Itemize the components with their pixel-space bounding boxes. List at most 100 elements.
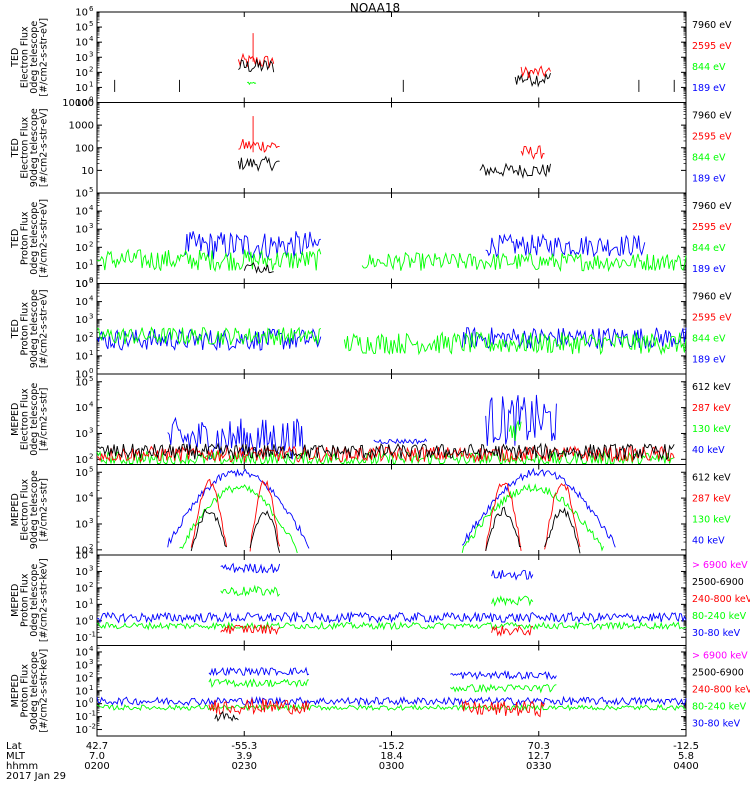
y-tick-exponent: 4: [89, 295, 94, 303]
series-trace: [184, 231, 321, 261]
y-axis-label: 90deg telescope: [29, 651, 40, 730]
series-trace: [96, 328, 322, 352]
y-axis-label: TED: [10, 319, 21, 339]
y-tick-exponent: 4: [89, 401, 94, 409]
y-axis-label: [#/cm2-s-str]: [39, 388, 50, 451]
legend-entry: 189 eV: [692, 173, 726, 184]
y-tick-exponent: 2: [89, 331, 93, 339]
y-tick-exponent: 6: [89, 5, 94, 13]
y-axis-label: Electron Flux: [20, 26, 31, 88]
legend-entry: 7960 eV: [692, 20, 732, 31]
y-tick-label: 10: [75, 23, 88, 34]
y-tick-label: 10: [75, 377, 88, 388]
legend-entry: 287 keV: [692, 403, 731, 414]
legend-entry: 844 eV: [692, 62, 726, 73]
series-trace: [96, 248, 322, 273]
legend-entry: 30-80 keV: [692, 719, 741, 730]
legend-entry: > 6900 keV: [692, 560, 748, 571]
x-tick-label: 0300: [379, 761, 404, 772]
y-tick-exponent: 2: [89, 671, 93, 679]
panel-frame: [96, 283, 687, 375]
series-trace: [361, 251, 687, 273]
y-axis-label: Proton Flux: [20, 664, 31, 718]
y-tick-exponent: 1: [89, 684, 93, 692]
y-tick-exponent: 0: [89, 96, 93, 104]
x-tick-label: 42.7: [86, 741, 108, 752]
series-trace: [373, 438, 428, 445]
series-trace: [514, 71, 551, 88]
y-tick-label: 10: [75, 370, 88, 381]
y-tick-exponent: 5: [89, 186, 93, 194]
y-tick-label: 10: [75, 8, 88, 19]
y-axis-label: [#/cm2-s-str-keV]: [39, 558, 50, 642]
y-tick-label: 10: [75, 468, 88, 479]
y-tick-label: 10: [75, 567, 88, 578]
y-tick-exponent: 3: [89, 517, 93, 525]
y-tick-label: 10: [75, 583, 88, 594]
y-tick-exponent: 4: [89, 548, 94, 556]
y-axis-label: Electron Flux: [20, 479, 31, 541]
y-axis-label: [#/cm2-s-str-eV]: [39, 289, 50, 368]
y-tick-label: 10: [75, 333, 88, 344]
series-trace: [220, 562, 281, 574]
y-axis-label: Electron Flux: [20, 117, 31, 179]
series-trace: [96, 611, 687, 624]
legend-entry: 2595 eV: [692, 131, 732, 142]
series-trace: [243, 262, 274, 274]
x-tick-label: 0230: [232, 761, 257, 772]
legend-entry: 40 keV: [692, 535, 725, 546]
date-label: 2017 Jan 29: [6, 771, 66, 782]
y-tick-label: 10: [75, 600, 88, 611]
series-trace: [544, 507, 581, 554]
y-axis-label: 90deg telescope: [29, 108, 40, 187]
y-tick-label: 10: [75, 207, 88, 218]
x-tick-label: 0400: [673, 761, 698, 772]
series-trace: [485, 394, 557, 446]
y-tick-label: 10: [75, 279, 88, 290]
panel-frame: [96, 554, 687, 646]
y-tick-exponent: 3: [89, 50, 93, 58]
y-tick-label: 10: [75, 225, 88, 236]
x-tick-label: -12.5: [673, 741, 699, 752]
series-trace: [479, 162, 551, 179]
x-row-label: Lat: [6, 741, 22, 752]
legend-entry: 80-240 keV: [692, 702, 747, 713]
y-tick-exponent: 1: [89, 80, 93, 88]
y-axis-label: Proton Flux: [20, 302, 31, 356]
series-trace: [220, 623, 280, 636]
y-axis-label: Proton Flux: [20, 211, 31, 265]
series-trace: [96, 326, 322, 346]
y-axis-label: [#/cm2-s-str-eV]: [39, 108, 50, 187]
y-tick-label: 10: [75, 633, 88, 644]
x-tick-label: -55.3: [231, 741, 257, 752]
series-trace: [461, 467, 616, 548]
legend-entry: 80-240 keV: [692, 611, 747, 622]
x-tick-label: -15.2: [379, 741, 405, 752]
y-tick-label: 10: [75, 189, 88, 200]
series-trace: [450, 670, 557, 681]
legend-entry: 240-800 keV: [692, 684, 750, 695]
panel-frame: [96, 645, 687, 737]
series-trace: [238, 138, 280, 153]
y-tick-label: 10: [75, 98, 88, 109]
y-tick-exponent: 5: [89, 465, 93, 473]
y-tick-exponent: 0: [89, 614, 93, 622]
legend-entry: 2595 eV: [692, 41, 732, 52]
y-tick-exponent: 1: [89, 258, 93, 266]
panel-frame: [96, 102, 687, 194]
legend-entry: 189 eV: [692, 354, 726, 365]
series-trace: [208, 698, 310, 716]
y-axis-label: 0deg telescope: [29, 383, 40, 456]
y-axis-label: MEPED: [10, 403, 21, 436]
series-trace: [247, 81, 257, 86]
legend-entry: 612 keV: [692, 472, 731, 483]
legend-entry: 189 eV: [692, 83, 726, 94]
y-tick-label: 10: [75, 699, 88, 710]
series-trace: [520, 65, 551, 79]
series-trace: [450, 683, 557, 694]
y-tick-exponent: 5: [89, 20, 93, 28]
y-tick-label: 10: [75, 660, 88, 671]
panel-frame: [96, 192, 687, 284]
panel-frame: [96, 11, 687, 103]
